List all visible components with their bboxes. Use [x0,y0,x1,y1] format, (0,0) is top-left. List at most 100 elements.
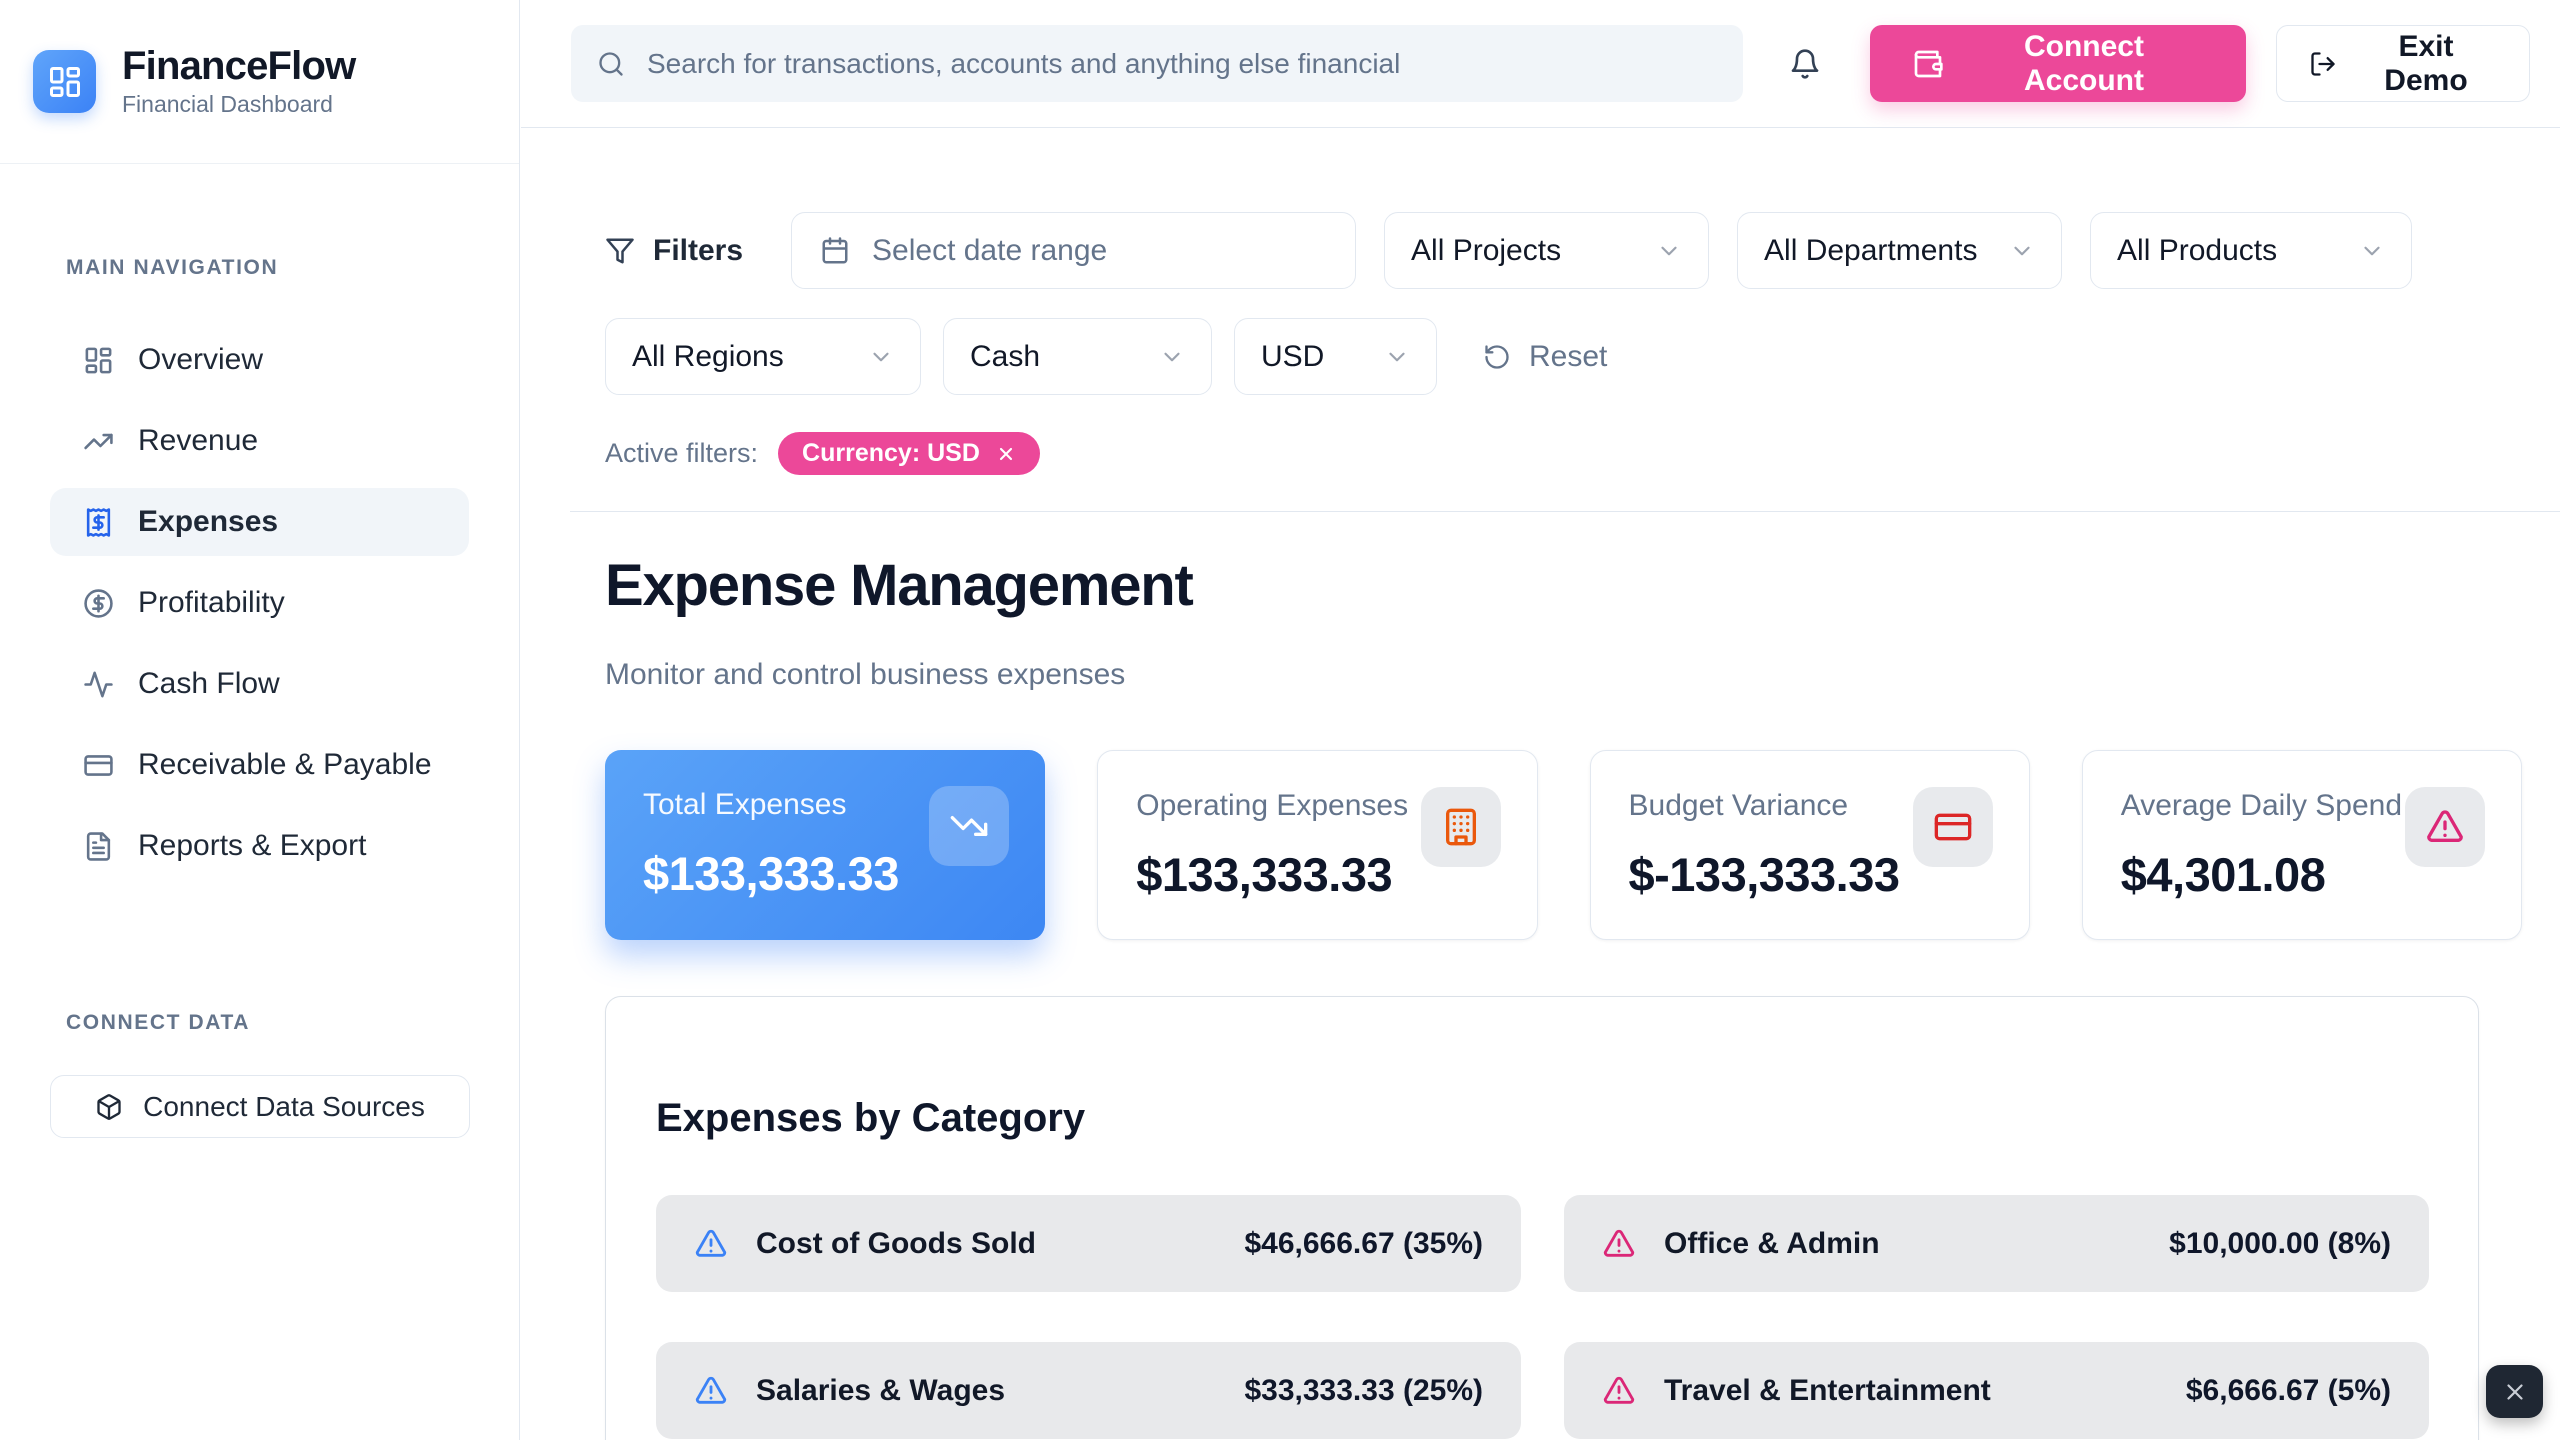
filters-label: Filters [653,233,744,267]
circle-dollar-icon [84,588,113,618]
filter-select-products[interactable]: All Products [2090,212,2413,289]
filter-select-usd[interactable]: USD [1234,318,1437,395]
close-widget-button[interactable] [2486,1365,2543,1418]
stat-label: Average Daily Spend [2120,788,2403,822]
nav-list: Overview Revenue Expenses Profitability Cash… [0,326,519,893]
chevron-wrap [2359,238,2385,264]
package-icon [97,1093,121,1120]
filter-select-regions[interactable]: All Regions [605,318,921,395]
alert-triangle-icon [695,1229,727,1257]
chevron-wrap [1656,238,1682,264]
sidebar-item-label: Profitability [138,586,285,619]
filter-select-cash[interactable]: Cash [943,318,1212,395]
filters-row-1: Filters Select date range All Projects Al… [605,212,2522,289]
sidebar: FinanceFlow Financial Dashboard MAIN NAV… [0,0,520,1440]
filter-select-departments[interactable]: All Departments [1737,212,2063,289]
stat-icon-box [2405,786,2485,867]
stat-label: Total Expenses [643,787,847,821]
filters-row-2: All Regions Cash USD Reset [605,318,2522,395]
search-input[interactable] [645,46,1718,81]
category-row: Cost of Goods Sold $46,666.67 (35%) [656,1195,1521,1293]
filter-select-value: All Departments [1764,233,1978,267]
main-content: Filters Select date range All Projects Al… [521,128,2560,1440]
date-range-input[interactable]: Select date range [791,212,1357,289]
category-icon-wrap [694,1227,728,1261]
expenses-by-category-card: Expenses by Category Cost of Goods Sold $… [605,995,2479,1440]
close-icon [2506,1383,2523,1400]
search-icon [599,51,623,76]
category-icon-wrap [1602,1374,1636,1408]
active-filters-label: Active filters: [605,438,759,468]
connect-data-label: CONNECT DATA [66,1011,251,1034]
sidebar-item-label: Expenses [138,505,279,538]
category-row: Travel & Entertainment $6,666.67 (5%) [1564,1342,2429,1440]
category-grid: Cost of Goods Sold $46,666.67 (35%) Office… [656,1195,2429,1440]
filter-select-value: All Products [2117,233,2278,267]
category-label: Travel & Entertainment [1664,1373,1991,1407]
sidebar-item-profitability[interactable]: Profitability [50,569,469,637]
reset-filters-button[interactable]: Reset [1483,340,1607,374]
app-logo [33,50,96,113]
app-name: FinanceFlow [122,44,356,88]
credit-card-icon [84,754,113,776]
active-filter-badge-label: Currency: USD [802,439,980,467]
category-label: Office & Admin [1664,1226,1880,1260]
exit-demo-label: Exit Demo [2384,29,2468,97]
wallet-icon [1914,50,1943,77]
chevron-down-icon [2014,246,2030,255]
rotate-ccw-icon [1485,344,1509,369]
layout-dashboard-icon [49,66,80,97]
alert-triangle-icon [695,1376,727,1404]
page-subtitle: Monitor and control business expenses [605,657,1126,691]
main-navigation-label: MAIN NAVIGATION [66,256,279,279]
calendar-icon [822,236,848,263]
chevron-down-icon [1661,246,1677,255]
stats-grid: Total Expenses $133,333.33 Operating Expen… [605,749,2522,940]
notifications-button[interactable] [1783,42,1826,86]
connect-account-button[interactable]: Connect Account [1870,25,2246,102]
sidebar-item-receivable[interactable]: Receivable & Payable [50,731,469,799]
filters-title: Filters [605,234,743,268]
building-icon [1445,808,1476,846]
stat-label: Budget Variance [1628,788,1849,822]
receipt-icon [86,507,111,537]
exit-demo-button[interactable]: Exit Demo [2275,25,2530,102]
filter-select-projects[interactable]: All Projects [1384,212,1710,289]
stat-value: $-133,333.33 [1628,847,1901,901]
app-title-block: FinanceFlow Financial Dashboard [122,44,356,118]
stat-value: $133,333.33 [643,846,899,900]
search-box [571,25,1744,102]
category-row: Office & Admin $10,000.00 (8%) [1564,1195,2429,1293]
sidebar-item-reports[interactable]: Reports & Export [50,812,469,880]
active-filter-badge[interactable]: Currency: USD [778,432,1040,475]
sidebar-item-expenses[interactable]: Expenses [50,488,469,556]
category-row: Salaries & Wages $33,333.33 (25%) [656,1342,1521,1440]
file-text-icon [86,831,111,861]
sidebar-item-overview[interactable]: Overview [50,326,469,394]
app-subtitle: Financial Dashboard [122,91,333,117]
stat-icon-box [1420,786,1501,867]
logo-section: FinanceFlow Financial Dashboard [0,0,519,164]
filter-select-value: All Projects [1411,233,1562,267]
alert-triangle-icon [2427,810,2463,842]
layout-dashboard-icon [85,347,112,373]
stat-label: Operating Expenses [1136,788,1409,822]
filter-select-value: Cash [970,339,1041,373]
stat-value: $133,333.33 [1136,847,1393,901]
activity-icon [84,671,113,697]
chevron-wrap [1384,344,1410,370]
page-title: Expense Management [605,553,1194,618]
chevron-wrap [868,344,894,370]
chevron-wrap [1159,344,1185,370]
sidebar-item-revenue[interactable]: Revenue [50,407,469,475]
category-label: Cost of Goods Sold [756,1226,1036,1260]
category-label: Salaries & Wages [756,1373,1006,1407]
connect-data-sources-button[interactable]: Connect Data Sources [50,1075,470,1138]
trending-down-icon [950,815,988,836]
filters-divider [570,511,2560,512]
category-value: $6,666.67 (5%) [2185,1373,2391,1407]
sidebar-item-label: Reports & Export [138,829,367,862]
bell-icon [1791,48,1818,79]
sidebar-item-cash-flow[interactable]: Cash Flow [50,650,469,718]
remove-filter-x-icon[interactable] [996,444,1016,464]
